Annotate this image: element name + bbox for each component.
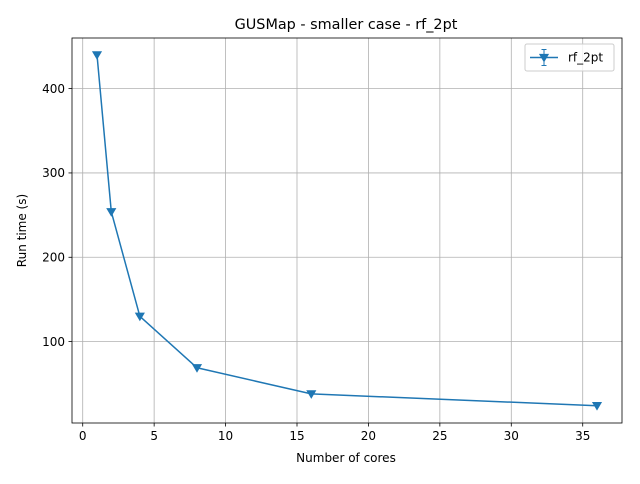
y-tick-label-100: 100 bbox=[42, 335, 65, 349]
x-tick-label-5: 5 bbox=[150, 429, 158, 443]
plot-area-frame bbox=[71, 37, 623, 424]
data-point-rf_2pt-x2 bbox=[106, 208, 117, 217]
data-point-rf_2pt-x4 bbox=[134, 312, 145, 322]
x-axis-label: Number of cores bbox=[296, 451, 396, 465]
y-tick-label-200: 200 bbox=[42, 251, 65, 265]
y-axis-label: Run time (s) bbox=[15, 194, 29, 267]
series-layer bbox=[91, 51, 603, 411]
x-tick-label-35: 35 bbox=[575, 429, 590, 443]
y-tick-label-300: 300 bbox=[42, 166, 65, 180]
legend-swatch-marker bbox=[538, 53, 550, 63]
data-point-rf_2pt-x1 bbox=[91, 51, 103, 60]
y-tick-label-400: 400 bbox=[42, 82, 65, 96]
grid bbox=[72, 38, 622, 423]
x-tick-label-15: 15 bbox=[289, 429, 304, 443]
legend-box bbox=[524, 43, 615, 72]
chart-title: GUSMap - smaller case - rf_2pt bbox=[235, 17, 458, 33]
data-point-rf_2pt-x8 bbox=[191, 364, 203, 373]
x-tick-label-25: 25 bbox=[432, 429, 447, 443]
data-point-rf_2pt-x36 bbox=[591, 402, 603, 411]
legend: rf_2pt bbox=[524, 43, 615, 72]
x-tick-label-20: 20 bbox=[361, 429, 376, 443]
legend-label-rf-2pt: rf_2pt bbox=[568, 51, 603, 65]
legend-series-swatch bbox=[530, 49, 558, 66]
axes: 0 5 10 15 20 25 30 35 100 200 300 400 bbox=[42, 37, 623, 443]
x-tick-label-30: 30 bbox=[504, 429, 519, 443]
x-tick-label-0: 0 bbox=[79, 429, 87, 443]
data-point-rf_2pt-x16 bbox=[306, 390, 317, 399]
series-line-rf_2pt bbox=[96, 54, 598, 407]
x-tick-label-10: 10 bbox=[218, 429, 233, 443]
